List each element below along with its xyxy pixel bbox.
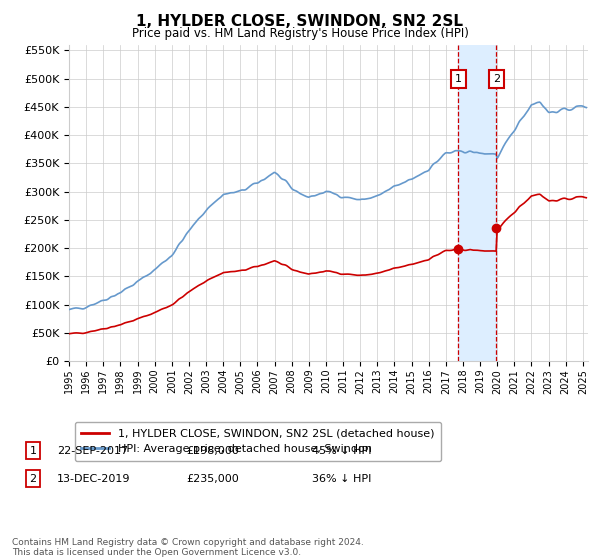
Text: 22-SEP-2017: 22-SEP-2017: [57, 446, 128, 456]
Text: £198,000: £198,000: [186, 446, 239, 456]
Text: Contains HM Land Registry data © Crown copyright and database right 2024.
This d: Contains HM Land Registry data © Crown c…: [12, 538, 364, 557]
Text: Price paid vs. HM Land Registry's House Price Index (HPI): Price paid vs. HM Land Registry's House …: [131, 27, 469, 40]
Text: 1, HYLDER CLOSE, SWINDON, SN2 2SL: 1, HYLDER CLOSE, SWINDON, SN2 2SL: [137, 14, 464, 29]
Text: 2: 2: [29, 474, 37, 484]
Text: 2: 2: [493, 74, 500, 83]
Text: 45% ↓ HPI: 45% ↓ HPI: [312, 446, 371, 456]
Text: £235,000: £235,000: [186, 474, 239, 484]
Text: 1: 1: [455, 74, 461, 83]
Bar: [458, 45, 496, 361]
Legend: 1, HYLDER CLOSE, SWINDON, SN2 2SL (detached house), HPI: Average price, detached: 1, HYLDER CLOSE, SWINDON, SN2 2SL (detac…: [74, 422, 441, 461]
Text: 36% ↓ HPI: 36% ↓ HPI: [312, 474, 371, 484]
Text: 13-DEC-2019: 13-DEC-2019: [57, 474, 131, 484]
Text: 1: 1: [29, 446, 37, 456]
